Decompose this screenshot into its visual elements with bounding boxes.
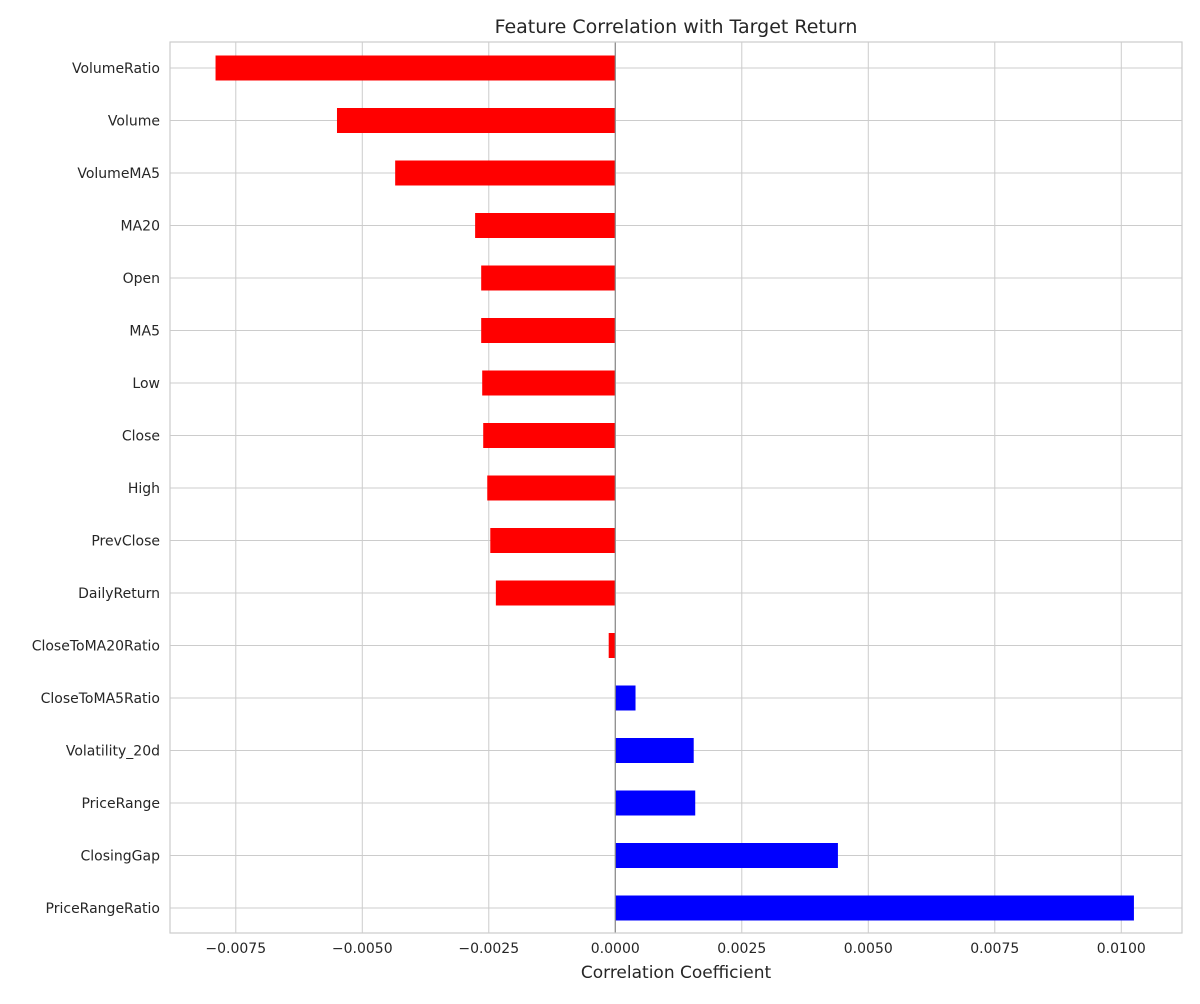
x-tick-label: −0.0075 xyxy=(205,941,266,957)
category-label: MA5 xyxy=(129,324,160,340)
bar-closinggap xyxy=(615,843,838,868)
category-label: VolumeMA5 xyxy=(77,166,160,182)
chart-title: Feature Correlation with Target Return xyxy=(495,16,858,38)
category-label: Low xyxy=(132,376,160,392)
x-axis-label: Correlation Coefficient xyxy=(581,963,772,983)
bar-closetoma20ratio xyxy=(608,633,616,658)
bar-ma20 xyxy=(475,213,616,238)
bars xyxy=(215,55,1134,921)
category-label: Close xyxy=(122,429,160,445)
x-tick-label: −0.0050 xyxy=(332,941,393,957)
bar-dailyreturn xyxy=(495,580,616,606)
x-tick-labels: −0.0075 −0.0050 −0.0025 0.0000 0.0025 0.0050 0… xyxy=(205,941,1145,957)
bar-volume xyxy=(336,108,616,133)
bar-prevclose xyxy=(490,528,616,553)
bar-open xyxy=(481,265,616,291)
bar-closetoma5ratio xyxy=(615,685,636,711)
category-label: MA20 xyxy=(121,219,160,235)
category-label: CloseToMA20Ratio xyxy=(32,639,160,655)
x-tick-label: 0.0025 xyxy=(717,941,766,957)
bar-ma5 xyxy=(481,318,616,343)
bar-close xyxy=(483,423,616,448)
category-label: High xyxy=(128,481,160,497)
bar-high xyxy=(487,475,616,501)
category-label: Volatility_20d xyxy=(66,744,160,760)
plot-frame xyxy=(169,41,1183,934)
category-label: PriceRangeRatio xyxy=(46,901,160,917)
bar-volumeratio xyxy=(215,55,616,81)
x-tick-label: 0.0075 xyxy=(970,941,1019,957)
bar-pricerangeratio xyxy=(615,895,1134,921)
bar-low xyxy=(482,370,616,396)
category-label: CloseToMA5Ratio xyxy=(41,691,160,707)
bar-pricerange xyxy=(615,790,696,816)
category-label: ClosingGap xyxy=(81,849,161,865)
category-label: Open xyxy=(123,271,160,287)
category-label: VolumeRatio xyxy=(72,61,160,77)
bar-volumema5 xyxy=(395,160,616,186)
x-tick-label: 0.0000 xyxy=(591,941,640,957)
x-tick-label: 0.0100 xyxy=(1097,941,1146,957)
bar-volatility-20d xyxy=(615,738,694,763)
category-label: PrevClose xyxy=(91,534,160,550)
category-label: Volume xyxy=(108,114,160,130)
x-tick-label: 0.0050 xyxy=(844,941,893,957)
category-label: PriceRange xyxy=(81,796,160,812)
category-labels: VolumeRatio Volume VolumeMA5 MA20 Open MA5 Low… xyxy=(32,61,160,917)
category-label: DailyReturn xyxy=(78,586,160,602)
x-tick-label: −0.0025 xyxy=(458,941,519,957)
